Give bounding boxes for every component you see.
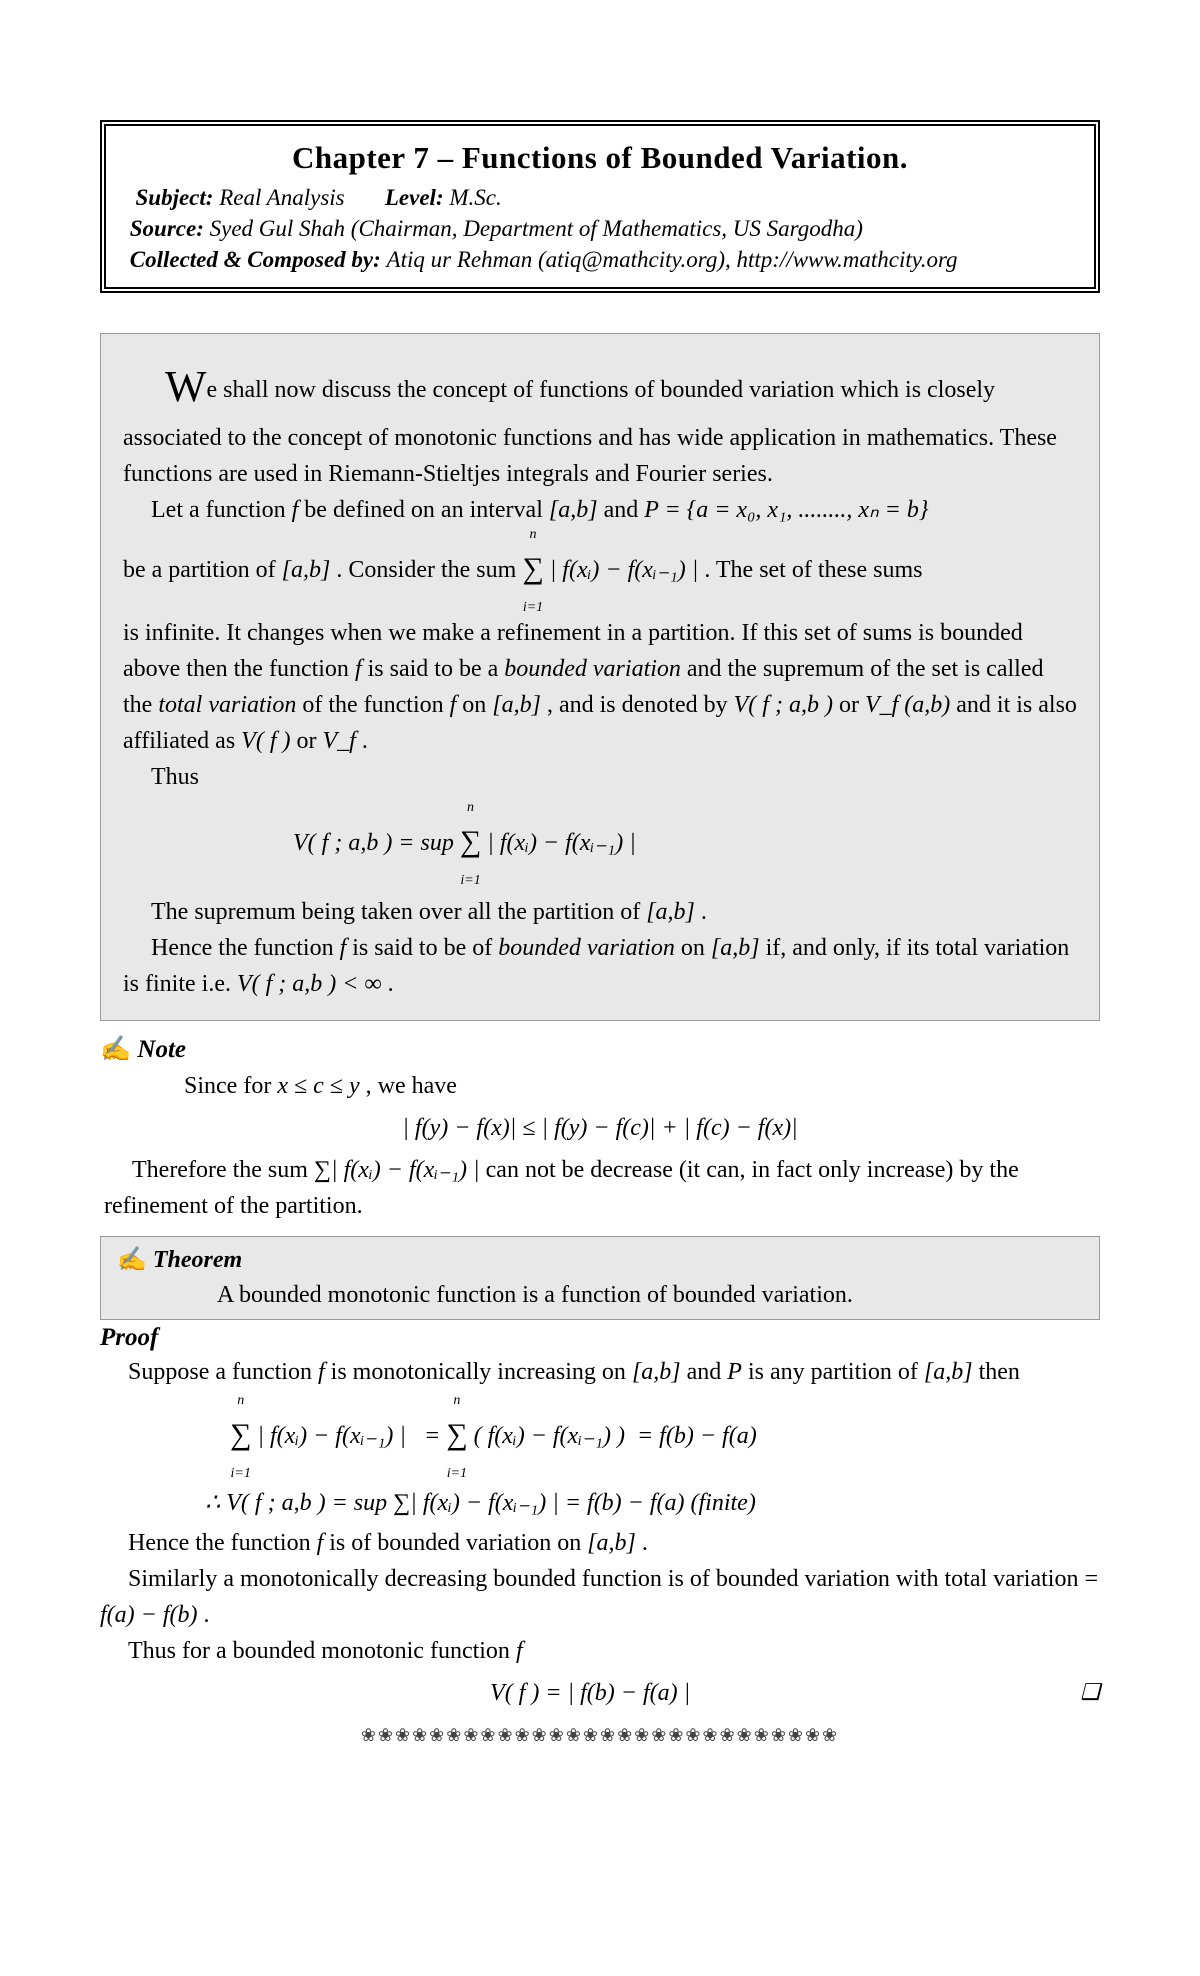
intro-thus: Thus [123,759,1077,795]
qed-icon: ❑ [1080,1675,1100,1708]
note-eq: | f(y) − f(x)| ≤ | f(y) − f(c)| + | f(c)… [104,1110,1096,1146]
subject-value: Real Analysis [219,185,344,210]
scribble-icon: ✍ [117,1247,153,1273]
note-line1: Since for x ≤ c ≤ y , we have [104,1068,1096,1104]
proof-p2: Hence the function f is of bounded varia… [100,1525,1100,1561]
note-line2: Therefore the sum ∑| f(xᵢ) − f(xᵢ₋₁) | c… [104,1152,1096,1224]
intro-p6: Hence the function f is said to be of bo… [123,930,1077,1002]
intro-p4: is infinite. It changes when we make a r… [123,615,1077,759]
proof-body: Suppose a function f is monotonically in… [100,1354,1100,1711]
theorem-box: ✍ Theorem A bounded monotonic function i… [100,1236,1100,1320]
intro-p3: be a partition of [a,b] . Consider the s… [123,528,1077,615]
proof-eq1: n ∑ i=1 | f(xᵢ) − f(xᵢ₋₁) | = n ∑ i=1 ( … [100,1394,1100,1481]
collected-value: Atiq ur Rehman (atiq@mathcity.org), http… [387,247,958,272]
proof-eq2: ∴ V( f ; a,b ) = sup ∑| f(xᵢ) − f(xᵢ₋₁) … [100,1485,1100,1521]
header-box: Chapter 7 – Functions of Bounded Variati… [100,120,1100,293]
header-meta-line1: Subject: Real Analysis Level: M.Sc. [124,182,1076,213]
proof-eq3: V( f ) = | f(b) − f(a) | ❑ [100,1675,1100,1711]
intro-p5: The supremum being taken over all the pa… [123,894,1077,930]
subject-label: Subject: [136,185,214,210]
proof-p4: Thus for a bounded monotonic function f [100,1633,1100,1669]
proof-p1: Suppose a function f is monotonically in… [100,1354,1100,1390]
document-page: Chapter 7 – Functions of Bounded Variati… [0,0,1200,1826]
theorem-statement: A bounded monotonic function is a functi… [117,1278,1083,1313]
intro-p1-text: e shall now discuss the concept of funct… [123,377,1057,487]
chapter-title: Chapter 7 – Functions of Bounded Variati… [124,140,1076,176]
note-head: ✍ Note [100,1035,1100,1064]
level-label: Level: [385,185,444,210]
intro-p2: Let a function f be defined on an interv… [123,492,1077,528]
dropcap: W [165,362,207,411]
header-meta-line2: Source: Syed Gul Shah (Chairman, Departm… [124,213,1076,244]
source-value: Syed Gul Shah (Chairman, Department of M… [210,216,863,241]
intro-eq-v: V( f ; a,b ) = sup n ∑ i=1 | f(xᵢ) − f(x… [123,801,1077,888]
ornament-divider: ❀❀❀❀❀❀❀❀❀❀❀❀❀❀❀❀❀❀❀❀❀❀❀❀❀❀❀❀ [100,1725,1100,1746]
collected-label: Collected & Composed by: [130,247,381,272]
intro-section: We shall now discuss the concept of func… [100,333,1100,1021]
proof-head: Proof [100,1324,1100,1352]
note-body: Since for x ≤ c ≤ y , we have | f(y) − f… [104,1068,1096,1224]
proof-p3: Similarly a monotonically decreasing bou… [100,1561,1100,1633]
source-label: Source: [130,216,204,241]
theorem-head: ✍ Theorem [117,1243,1083,1278]
intro-p1: We shall now discuss the concept of func… [123,354,1077,492]
header-meta-line3: Collected & Composed by: Atiq ur Rehman … [124,244,1076,275]
level-value: M.Sc. [449,185,501,210]
scribble-icon: ✍ [100,1036,137,1063]
